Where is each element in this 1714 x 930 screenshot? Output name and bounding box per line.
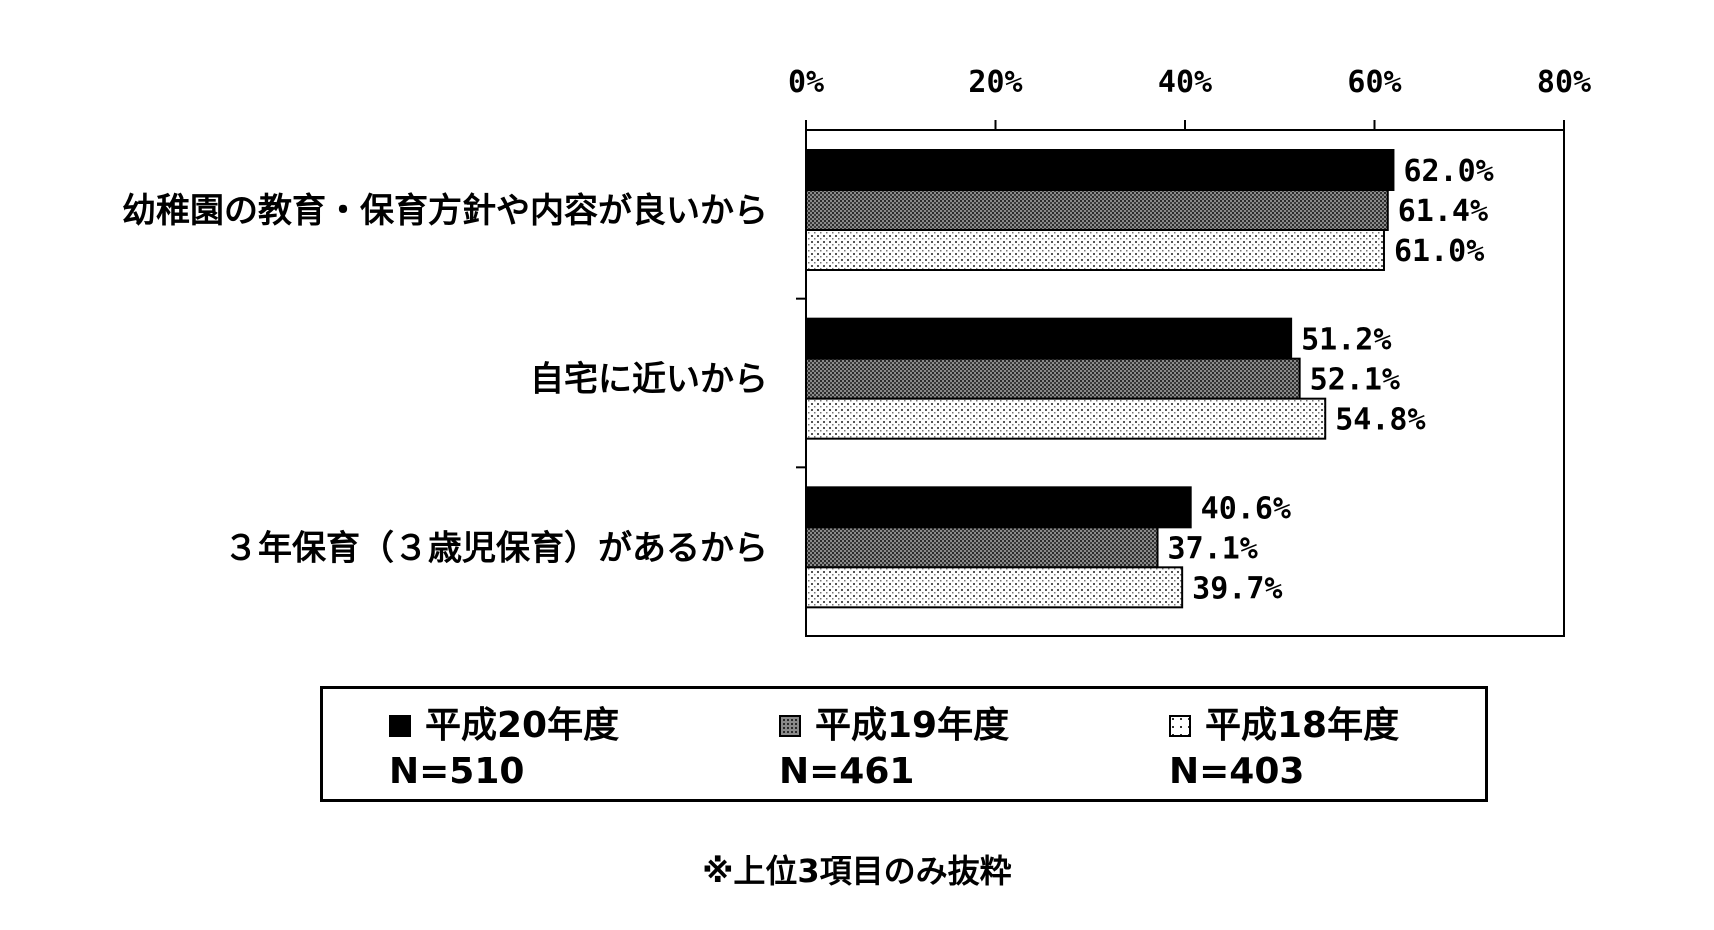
category-label: 自宅に近いから (530, 360, 768, 400)
legend-label-h19: 平成19年度 (815, 705, 1010, 746)
bar-h18 (805, 229, 1385, 271)
data-label-h19: 52.1% (1310, 363, 1400, 398)
data-label-h20: 40.6% (1201, 491, 1291, 526)
category-label: 幼稚園の教育・保育方針や内容が良いから (122, 191, 768, 231)
legend-swatch-h20 (389, 715, 411, 737)
bar-h20 (805, 317, 1293, 360)
data-label-h20: 62.0% (1403, 154, 1493, 189)
x-tick-label: 20% (968, 65, 1022, 100)
category-label: ３年保育（３歳児保育）があるから (224, 528, 768, 568)
legend-label-h20: 平成20年度 (425, 705, 620, 746)
legend-item-h19: 平成19年度 N=461 (779, 703, 1009, 795)
data-label-h18: 39.7% (1192, 571, 1282, 606)
x-tick-label: 80% (1537, 65, 1591, 100)
x-tick-label: 0% (788, 65, 824, 100)
bar-h19 (805, 189, 1389, 231)
x-tick-label: 60% (1347, 65, 1401, 100)
bar-h19 (805, 357, 1301, 400)
bar-h19 (805, 526, 1159, 569)
legend-n-h20: N=510 (389, 751, 525, 792)
legend-item-h20: 平成20年度 N=510 (389, 703, 619, 795)
bar-h18 (805, 566, 1184, 609)
data-label-h19: 37.1% (1168, 531, 1258, 566)
legend-swatch-h18 (1169, 715, 1191, 737)
data-label-h18: 61.0% (1394, 234, 1484, 269)
bar-h20 (805, 486, 1192, 529)
legend-label-h18: 平成18年度 (1205, 705, 1400, 746)
data-label-h18: 54.8% (1335, 403, 1425, 438)
legend: 平成20年度 N=510 平成19年度 N=461 平成18年度 N=403 (320, 686, 1488, 802)
data-label-h20: 51.2% (1301, 323, 1391, 358)
bar-h18 (805, 397, 1327, 440)
legend-item-h18: 平成18年度 N=403 (1169, 703, 1399, 795)
footnote: ※上位3項目のみ抜粋 (702, 852, 1012, 890)
data-label-h19: 61.4% (1398, 194, 1488, 229)
x-tick-label: 40% (1158, 65, 1212, 100)
legend-n-h18: N=403 (1169, 751, 1305, 792)
legend-swatch-h19 (779, 715, 801, 737)
bar-h20 (805, 149, 1395, 191)
legend-n-h19: N=461 (779, 751, 915, 792)
